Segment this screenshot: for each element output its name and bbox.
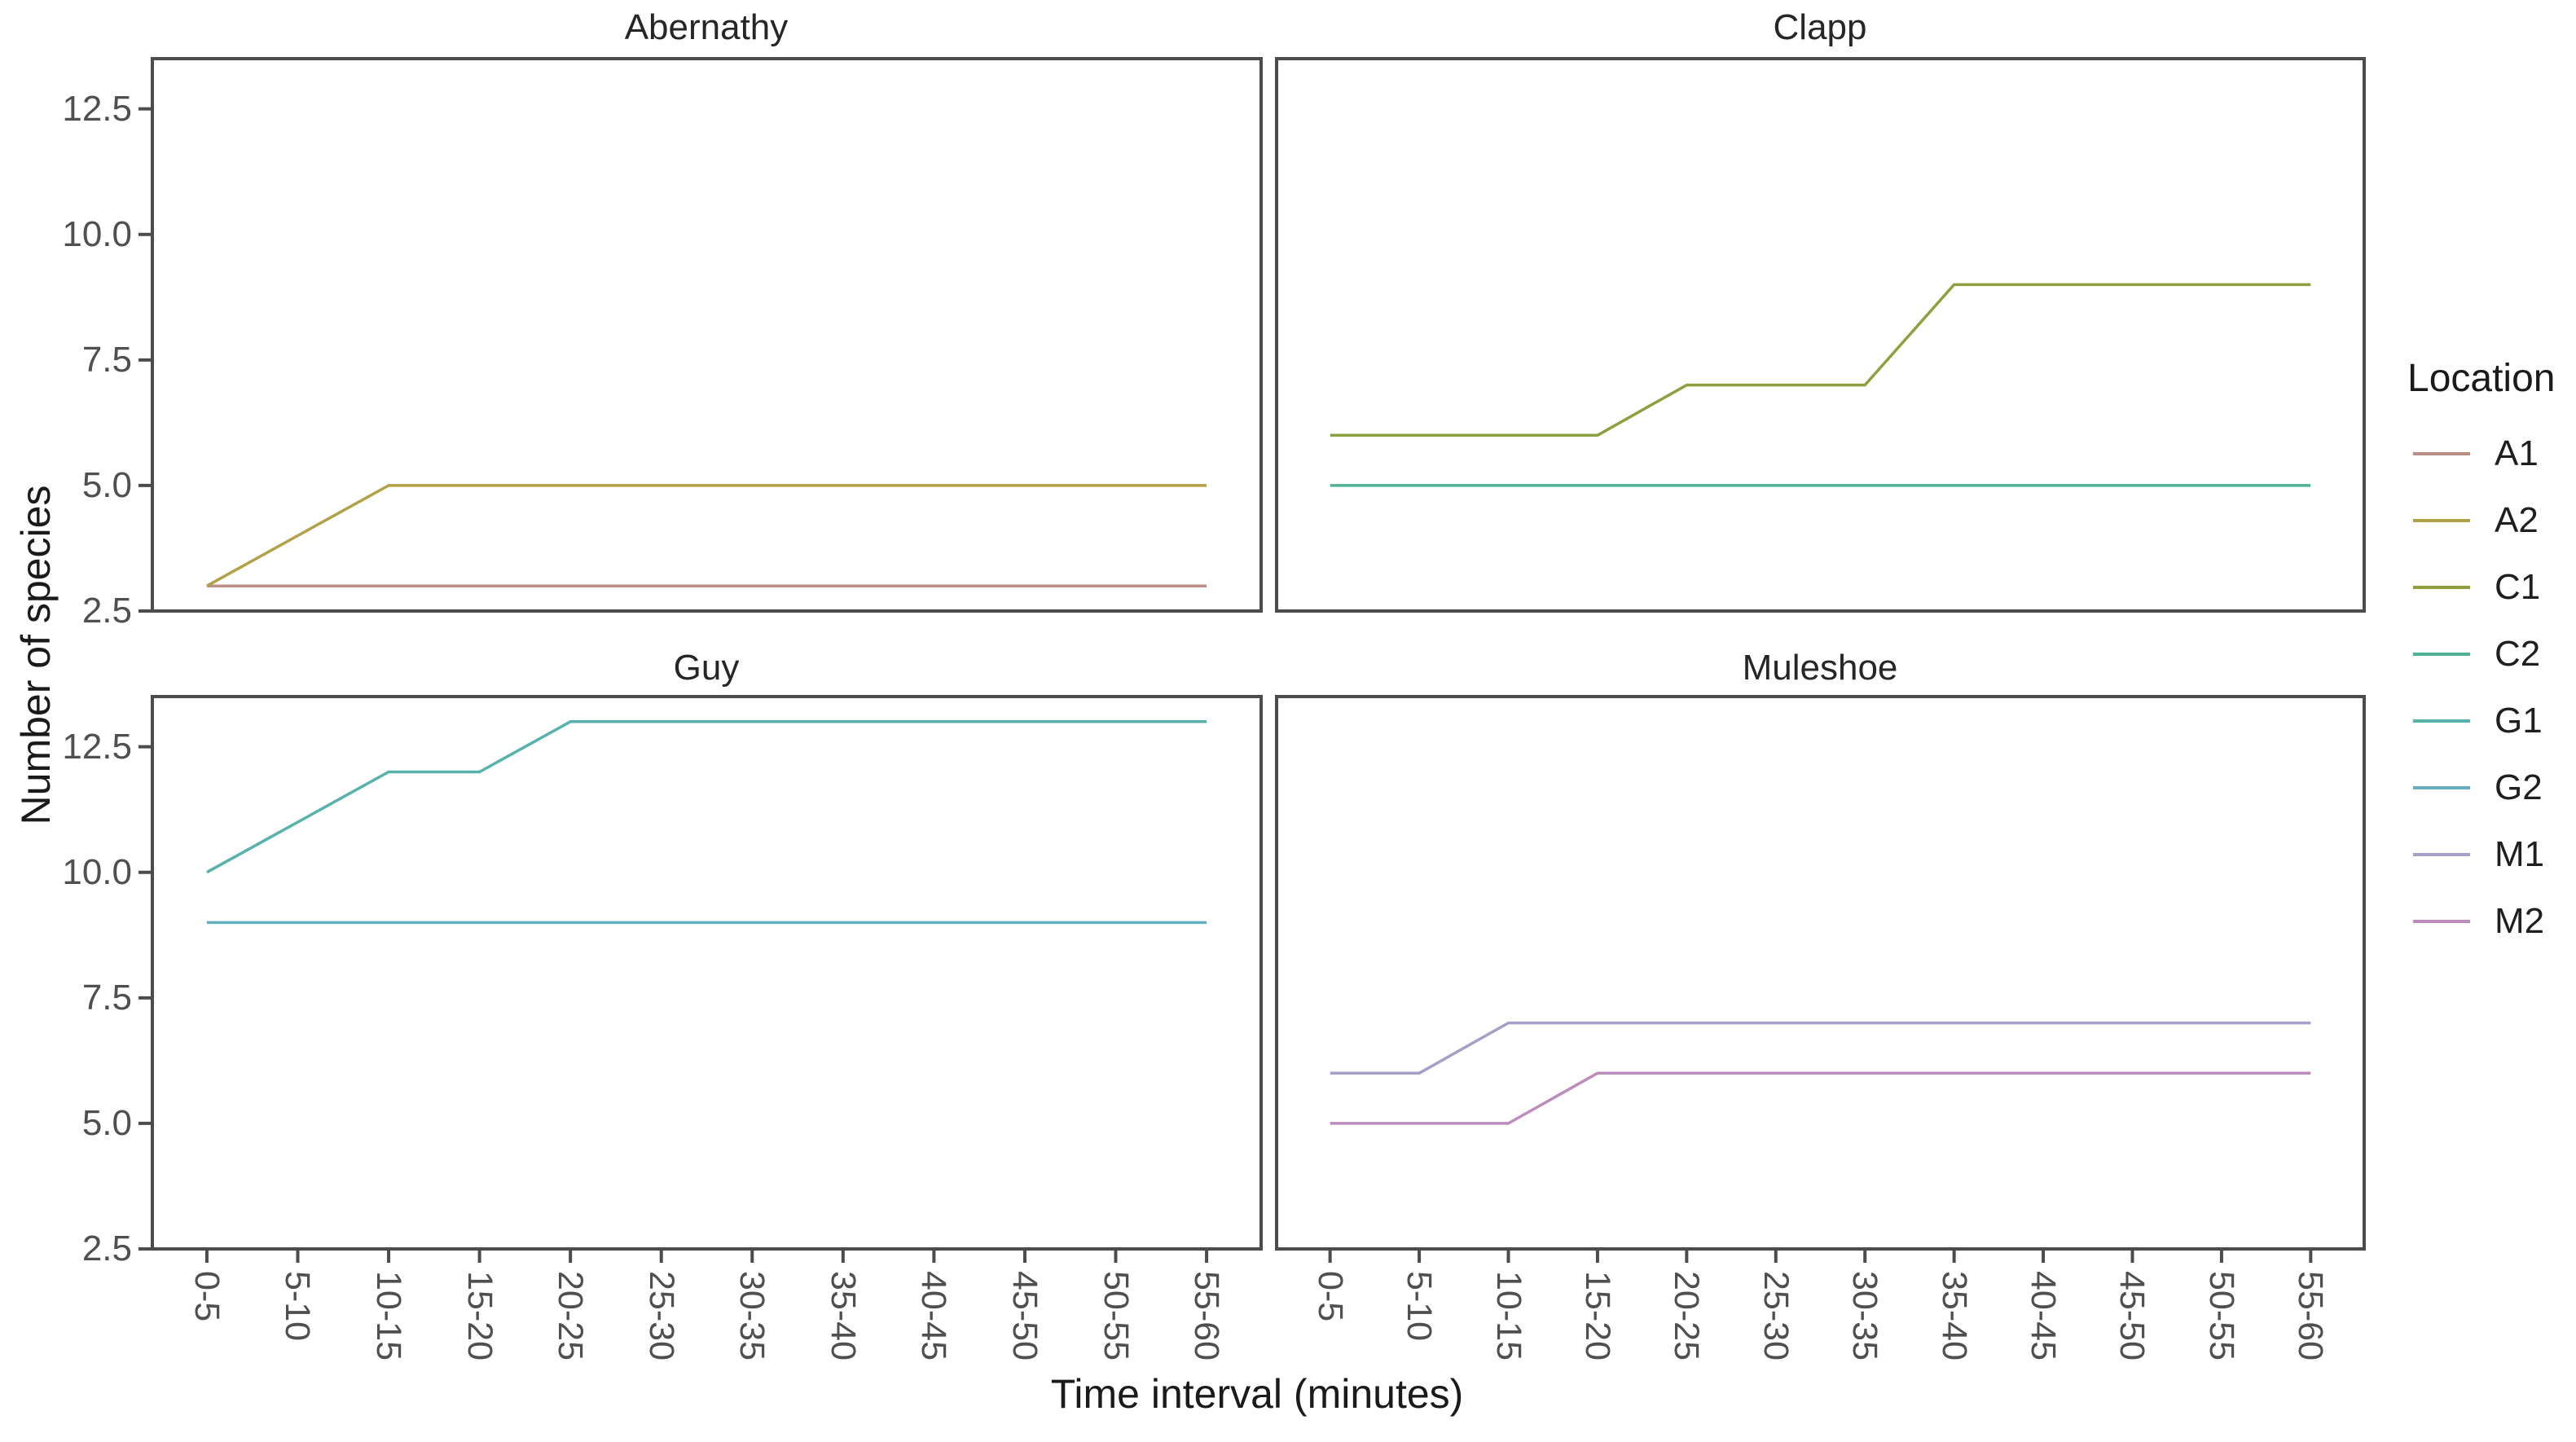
panel-border-abernathy: [151, 57, 1263, 613]
x-tick-label: 55-60: [2291, 1271, 2331, 1361]
x-tick-label: 0-5: [187, 1271, 226, 1322]
legend-title: Location: [2407, 357, 2556, 400]
legend-item-label: G2: [2495, 767, 2543, 807]
series-line-g1: [206, 720, 1207, 874]
facet-title-guy: Guy: [673, 648, 740, 688]
panel-border-guy: [151, 695, 1263, 1251]
panel-border-muleshoe: [1275, 695, 2366, 1251]
x-tick-label: 5-10: [1400, 1271, 1440, 1342]
y-tick-label: 12.5: [62, 726, 132, 767]
x-tick-label: 15-20: [459, 1271, 499, 1361]
x-tick-label: 50-55: [2201, 1271, 2241, 1361]
series-line-m1: [1330, 1021, 2311, 1075]
y-tick-label: 7.5: [81, 977, 132, 1018]
y-tick-label: 10.0: [62, 851, 132, 892]
x-tick-label: 50-55: [1096, 1271, 1136, 1361]
x-tick-label: 35-40: [1934, 1271, 1974, 1361]
legend-item-label: C2: [2495, 634, 2541, 674]
y-tick-label: 10.0: [62, 213, 132, 254]
legend-item-label: M1: [2495, 834, 2545, 874]
y-tick-label: 12.5: [62, 88, 132, 129]
x-tick-label: 35-40: [823, 1271, 863, 1361]
x-tick-label: 10-15: [369, 1271, 409, 1361]
legend-item-label: G1: [2495, 701, 2543, 741]
y-tick-label: 2.5: [81, 1229, 132, 1268]
x-tick-label: 20-25: [551, 1271, 591, 1361]
facet-title-abernathy: Abernathy: [624, 7, 789, 47]
x-tick-label: 5-10: [278, 1271, 318, 1342]
x-tick-label: 10-15: [1488, 1271, 1528, 1361]
y-tick-label: 7.5: [81, 339, 132, 380]
x-tick-label: 30-35: [732, 1271, 772, 1361]
y-tick-label: 2.5: [81, 591, 132, 631]
x-tick-label: 30-35: [1845, 1271, 1885, 1361]
x-tick-label: 25-30: [1756, 1271, 1796, 1361]
x-tick-label: 40-45: [2024, 1271, 2064, 1361]
x-tick-label: 0-5: [1310, 1271, 1350, 1322]
x-tick-label: 25-30: [641, 1271, 681, 1361]
panel-border-clapp: [1275, 57, 2366, 613]
x-tick-label: 45-50: [2112, 1271, 2152, 1361]
x-tick-label: 15-20: [1577, 1271, 1617, 1361]
x-axis-title: Time interval (minutes): [1050, 1371, 1464, 1417]
facet-title-clapp: Clapp: [1773, 7, 1867, 47]
legend-item-label: A2: [2495, 500, 2539, 540]
x-tick-label: 45-50: [1004, 1271, 1044, 1361]
legend-item-label: M2: [2495, 901, 2545, 941]
legend-item-label: A1: [2495, 433, 2539, 473]
x-tick-label: 40-45: [914, 1271, 954, 1361]
y-tick-label: 5.0: [81, 1102, 132, 1143]
facet-title-muleshoe: Muleshoe: [1742, 648, 1898, 688]
legend-item-label: C1: [2495, 567, 2541, 607]
x-tick-label: 20-25: [1667, 1271, 1707, 1361]
series-line-a2: [206, 484, 1207, 587]
series-line-c1: [1330, 283, 2311, 437]
y-tick-label: 5.0: [81, 464, 132, 505]
x-tick-label: 55-60: [1187, 1271, 1227, 1361]
series-line-m2: [1330, 1071, 2311, 1125]
